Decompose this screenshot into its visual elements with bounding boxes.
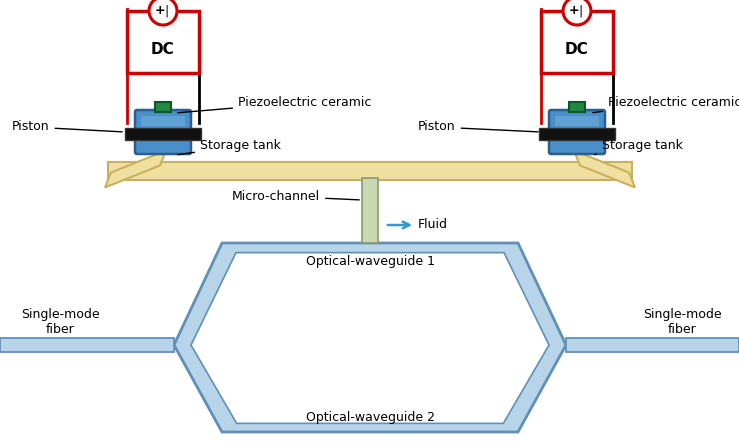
Circle shape — [149, 0, 177, 25]
Polygon shape — [0, 338, 174, 352]
Polygon shape — [191, 252, 549, 423]
Text: Piezoelectric ceramic: Piezoelectric ceramic — [178, 95, 372, 113]
Text: Optical-waveguide 1: Optical-waveguide 1 — [305, 256, 435, 268]
Text: |: | — [165, 4, 169, 17]
Polygon shape — [174, 243, 566, 432]
Polygon shape — [125, 128, 201, 140]
FancyBboxPatch shape — [135, 110, 191, 154]
Text: Piston: Piston — [418, 120, 538, 133]
Bar — [127, 11, 199, 73]
Text: Micro-channel: Micro-channel — [232, 190, 359, 202]
Polygon shape — [574, 151, 635, 187]
Bar — [541, 11, 613, 73]
Text: +: + — [154, 4, 165, 17]
Text: DC: DC — [565, 42, 589, 58]
Polygon shape — [362, 178, 378, 243]
Bar — [155, 102, 171, 112]
Text: +: + — [568, 4, 579, 17]
Bar — [569, 102, 585, 112]
Polygon shape — [141, 116, 185, 126]
Text: Storage tank: Storage tank — [595, 140, 683, 154]
Text: Optical-waveguide 2: Optical-waveguide 2 — [305, 412, 435, 425]
Text: DC: DC — [151, 42, 175, 58]
FancyBboxPatch shape — [549, 110, 605, 154]
Polygon shape — [555, 116, 599, 126]
Polygon shape — [566, 338, 739, 352]
Polygon shape — [108, 162, 632, 180]
Text: Single-mode
fiber: Single-mode fiber — [21, 308, 99, 336]
Text: Fluid: Fluid — [418, 219, 448, 231]
Text: Piezoelectric ceramic: Piezoelectric ceramic — [593, 95, 739, 113]
Text: |: | — [579, 4, 583, 17]
Polygon shape — [105, 151, 166, 187]
Text: Storage tank: Storage tank — [178, 140, 281, 155]
Circle shape — [563, 0, 591, 25]
Text: Piston: Piston — [12, 120, 122, 133]
Polygon shape — [539, 128, 615, 140]
Text: Single-mode
fiber: Single-mode fiber — [643, 308, 721, 336]
